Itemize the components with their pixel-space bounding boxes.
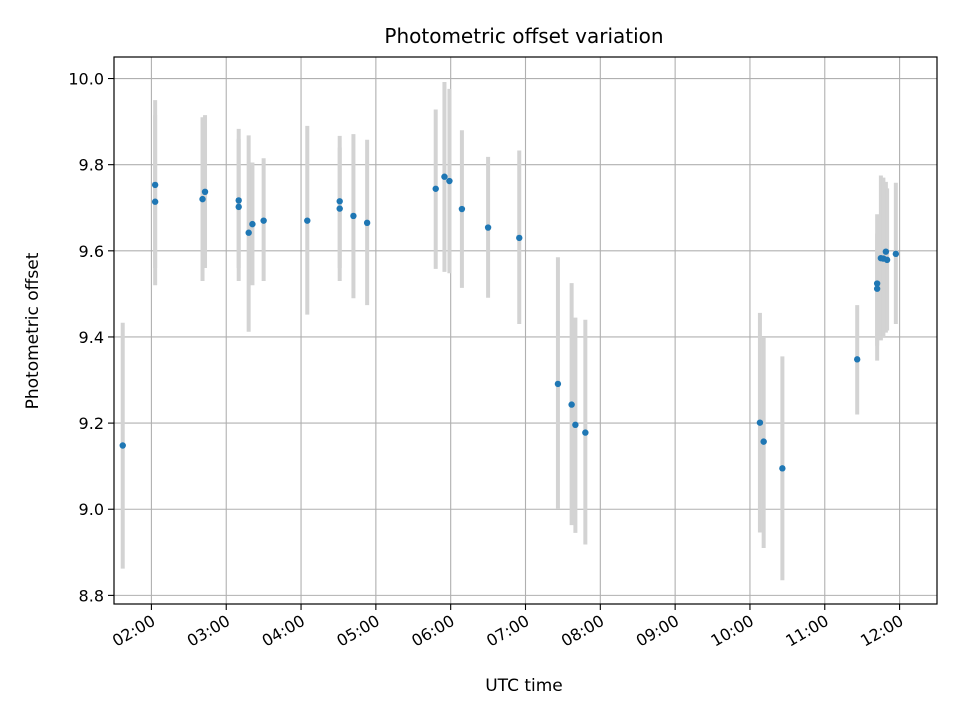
- data-point: [873, 280, 881, 287]
- data-point: [432, 185, 439, 192]
- data-point: [572, 421, 579, 429]
- data-point: [441, 173, 448, 180]
- data-point: [363, 219, 371, 227]
- y-tick-label: 9.8: [79, 156, 104, 175]
- chart-title: Photometric offset variation: [384, 24, 663, 48]
- data-point: [119, 442, 126, 449]
- data-point: [446, 177, 453, 185]
- data-point: [235, 197, 242, 204]
- y-tick-label: 9.4: [79, 328, 104, 347]
- y-tick-label: 10.0: [68, 70, 104, 89]
- y-tick-label: 9.0: [79, 500, 104, 519]
- data-point: [201, 188, 209, 196]
- data-point: [760, 438, 767, 445]
- data-point: [458, 205, 466, 213]
- data-point: [882, 248, 890, 255]
- y-tick-label: 8.8: [79, 586, 104, 605]
- data-point: [516, 234, 523, 242]
- data-point: [853, 356, 861, 363]
- data-point: [199, 195, 206, 203]
- data-point: [151, 181, 159, 189]
- y-tick-label: 9.6: [79, 242, 104, 261]
- data-point: [350, 212, 357, 220]
- x-axis-label: UTC time: [485, 676, 563, 696]
- data-point: [554, 380, 562, 388]
- data-point: [151, 198, 159, 205]
- data-point: [336, 198, 343, 205]
- data-points: [119, 173, 900, 472]
- data-point: [260, 217, 267, 224]
- data-point: [892, 250, 900, 258]
- y-axis-label: Photometric offset: [23, 252, 43, 409]
- data-point: [873, 285, 881, 292]
- data-point: [245, 229, 252, 236]
- data-point: [336, 205, 343, 212]
- y-tick-label: 9.2: [79, 414, 104, 433]
- data-point: [235, 203, 242, 211]
- y-axis-ticks: 8.8 9.0 9.2 9.4 9.6 9.8 10.0: [68, 70, 114, 605]
- data-point: [779, 465, 786, 472]
- data-point: [249, 220, 256, 228]
- data-point: [568, 401, 575, 408]
- data-point: [484, 224, 492, 231]
- data-point: [883, 256, 891, 264]
- data-point: [756, 419, 764, 426]
- data-point: [304, 217, 311, 224]
- data-point: [582, 429, 589, 436]
